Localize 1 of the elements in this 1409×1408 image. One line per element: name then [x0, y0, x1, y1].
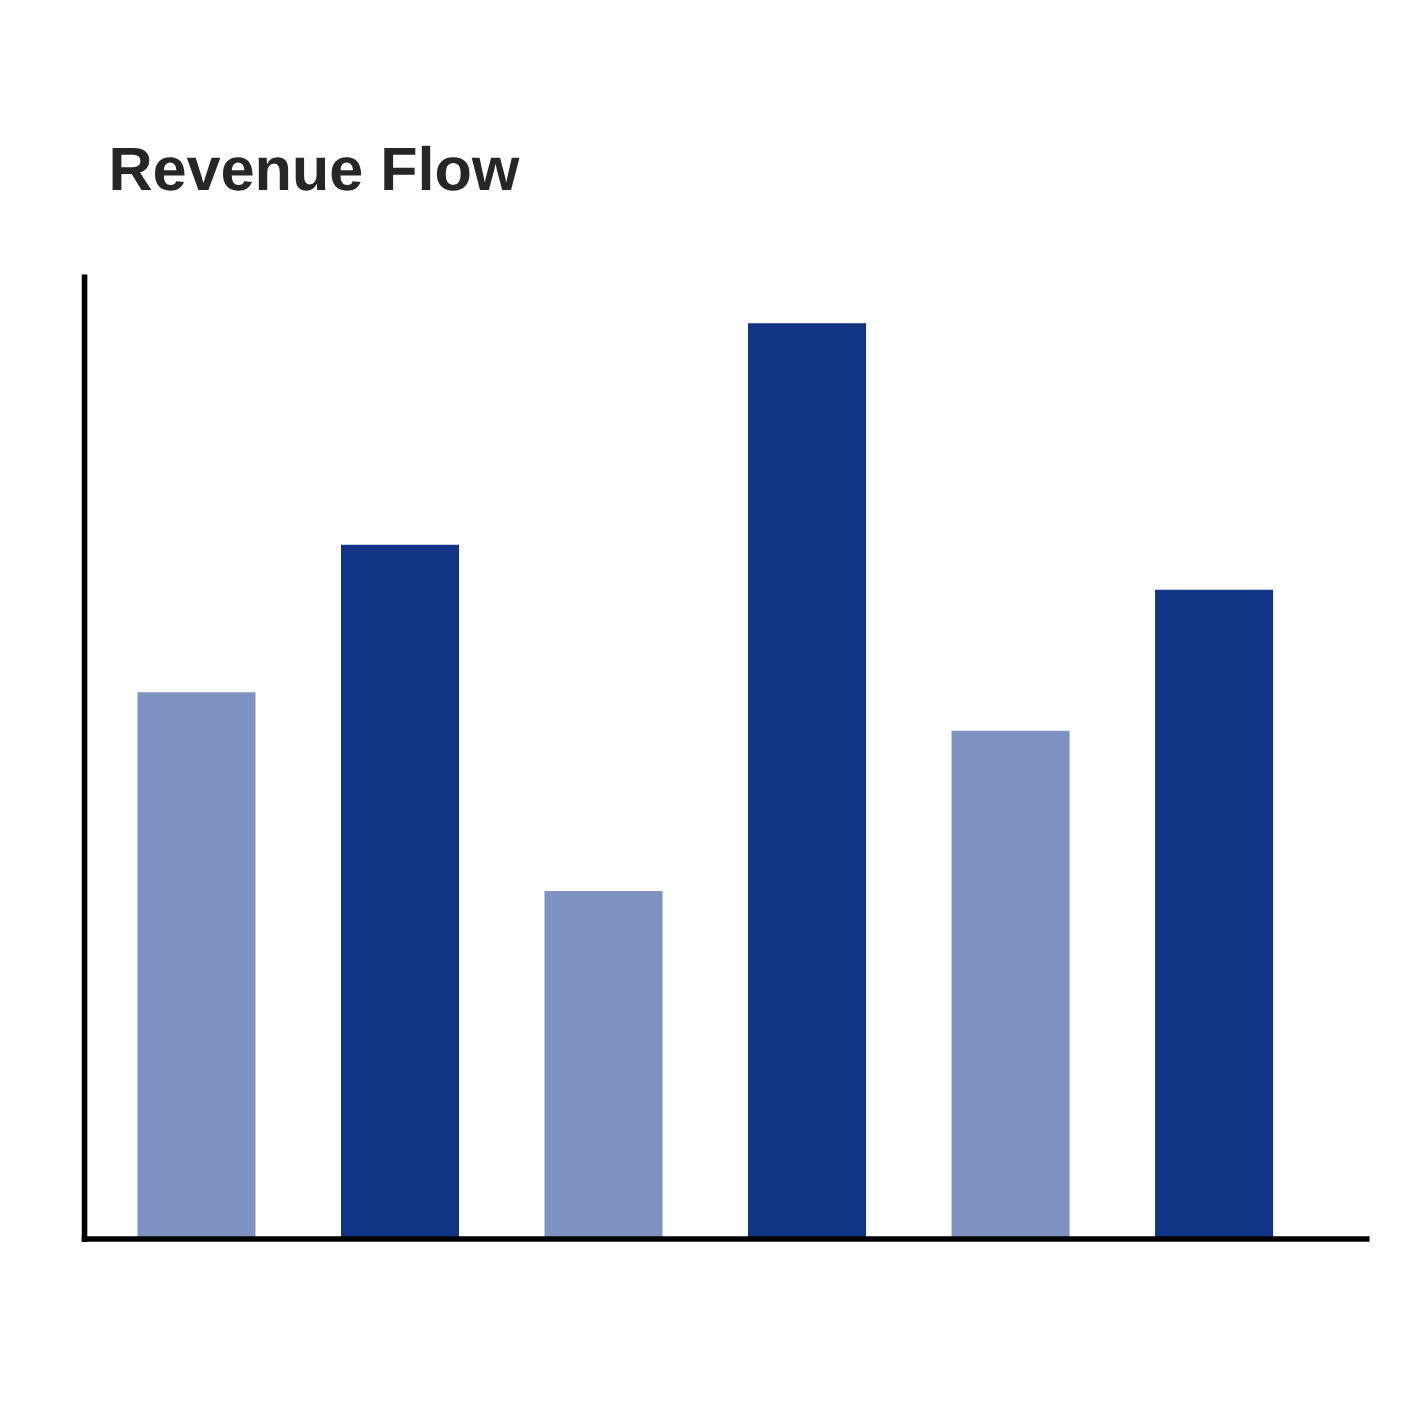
chart-title: Revenue Flow [112, 145, 520, 191]
